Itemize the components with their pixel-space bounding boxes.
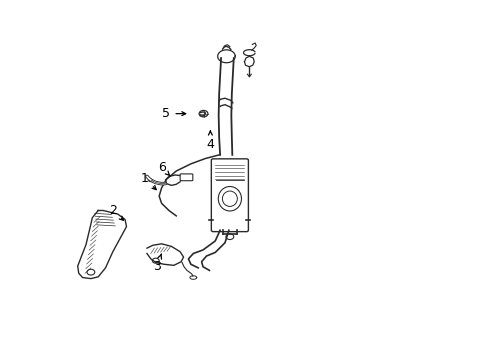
Text: 5: 5 (162, 107, 185, 120)
FancyBboxPatch shape (180, 174, 192, 181)
Text: 6: 6 (157, 161, 170, 176)
Text: 2: 2 (109, 204, 123, 220)
Text: 3: 3 (152, 254, 161, 273)
Text: 1: 1 (141, 172, 156, 190)
Text: 4: 4 (206, 131, 214, 150)
FancyBboxPatch shape (211, 159, 248, 231)
